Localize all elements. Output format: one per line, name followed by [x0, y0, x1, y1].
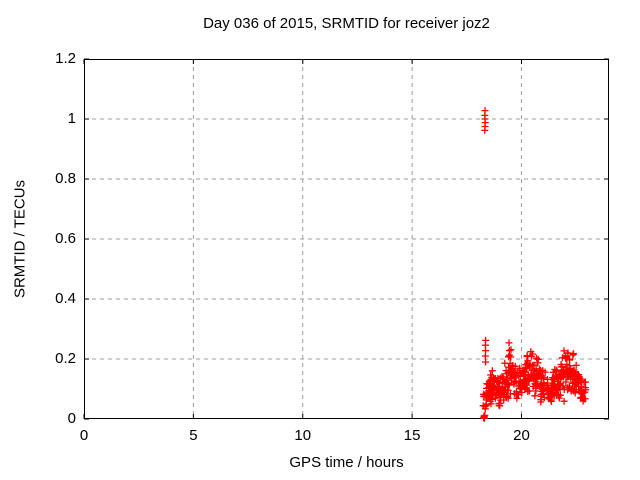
y-tick-label: 0.2 — [55, 350, 76, 367]
y-tick-label: 0.8 — [55, 170, 76, 187]
y-tick-label: 0.4 — [55, 290, 76, 307]
x-tick-label: 20 — [513, 427, 530, 444]
plot-border — [84, 59, 609, 419]
x-tick-label: 0 — [79, 427, 89, 444]
y-tick-label: 0.6 — [55, 230, 76, 247]
y-tick-label: 1 — [67, 110, 76, 127]
x-axis-label: GPS time / hours — [289, 454, 404, 471]
y-tick-label: 1.2 — [55, 50, 76, 67]
x-tick-label: 5 — [189, 427, 198, 444]
x-tick-label: 15 — [403, 427, 421, 444]
y-tick-label: 0 — [67, 410, 76, 427]
x-tick-label: 10 — [294, 427, 312, 444]
y-axis-label: SRMTID / TECUs — [11, 179, 29, 299]
plot-svg — [83, 58, 609, 422]
chart-title: Day 036 of 2015, SRMTID for receiver joz… — [203, 15, 490, 32]
data-points-series — [479, 107, 590, 422]
